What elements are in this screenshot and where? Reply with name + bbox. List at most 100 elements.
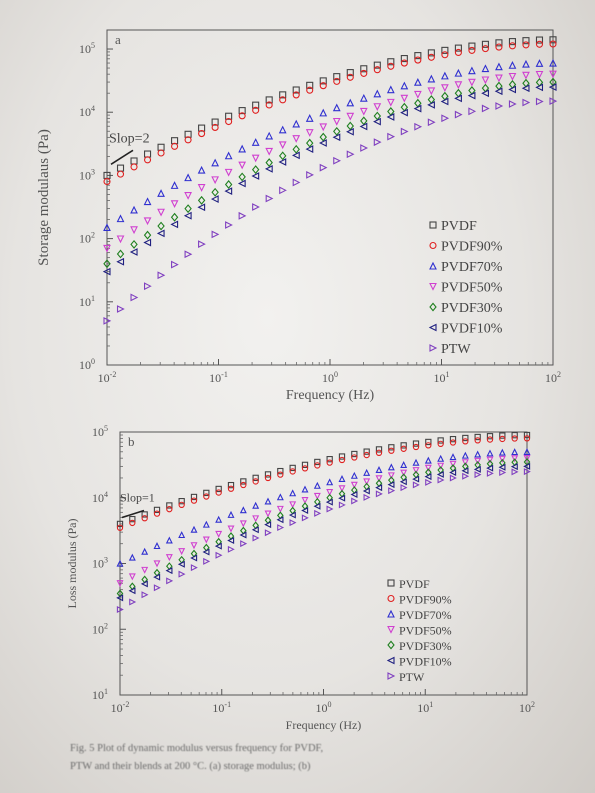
data-point: [338, 456, 346, 464]
data-point: [424, 456, 432, 464]
data-point: [486, 456, 494, 464]
series-PVDF90%: [103, 40, 557, 186]
data-point: [454, 48, 462, 57]
data-point: [425, 478, 433, 486]
data-point: [462, 434, 469, 442]
data-point: [264, 474, 272, 482]
data-point: [449, 439, 457, 446]
data-point: [301, 507, 309, 515]
x-tick-label: 100: [316, 700, 332, 715]
x-tick-exp: 1: [446, 370, 450, 379]
legend-marker: [429, 261, 437, 270]
data-point: [549, 97, 558, 105]
data-point: [130, 205, 138, 214]
data-point: [190, 564, 198, 572]
data-point: [412, 481, 420, 489]
data-point: [350, 481, 358, 489]
data-point: [305, 145, 314, 153]
data-point: [292, 91, 300, 99]
data-point: [481, 76, 490, 85]
x-axis-label: Frequency (Hz): [286, 718, 362, 732]
data-point: [549, 58, 557, 67]
data-point: [116, 235, 125, 244]
data-point: [157, 271, 166, 280]
data-point: [202, 548, 210, 556]
data-point: [511, 432, 518, 439]
data-point: [183, 211, 192, 220]
data-point: [346, 121, 354, 131]
y-tick-exp: 1: [104, 687, 108, 696]
data-point: [157, 189, 165, 197]
data-point: [481, 104, 490, 113]
data-point: [387, 132, 396, 141]
data-point: [387, 463, 395, 471]
x-tick-label: 100: [322, 370, 338, 385]
data-point: [425, 442, 432, 449]
data-point: [346, 112, 355, 121]
data-point: [239, 531, 247, 539]
data-point: [440, 97, 449, 106]
data-point: [449, 460, 457, 468]
legend: PVDF PVDF90% PVDF70% PVDF50% PVDF30% PVDF10% P…: [428, 219, 503, 357]
data-point: [338, 453, 346, 460]
data-point: [481, 40, 489, 48]
caption-line-1: Fig. 5 Plot of dynamic modulus versus fr…: [70, 743, 324, 754]
legend-marker: [387, 672, 396, 680]
data-point: [360, 65, 368, 73]
data-point: [332, 103, 341, 112]
legend-item: PVDF90%: [387, 593, 452, 607]
data-point: [211, 158, 220, 167]
data-point: [319, 77, 327, 85]
data-point: [210, 195, 219, 203]
data-point: [441, 114, 450, 123]
data-point: [440, 84, 449, 92]
data-point: [414, 122, 423, 131]
chart-panel-b: 10-2 10-1 100 101 102101102103104105Frequenc…: [65, 424, 535, 732]
data-point: [227, 537, 235, 544]
data-point: [227, 485, 235, 492]
data-point: [165, 536, 173, 544]
data-point: [227, 545, 235, 553]
x-tick-base: 10: [545, 371, 557, 385]
chart-panel-a: 10-2 10-1 100 101 102100101102103104105Frequ…: [36, 29, 561, 403]
x-tick-label: 10-1: [212, 700, 231, 715]
y-tick-exp: 5: [104, 424, 108, 433]
data-point: [116, 605, 124, 613]
data-point: [129, 519, 136, 527]
x-tick-base: 10: [98, 371, 110, 385]
data-point: [227, 510, 235, 518]
data-point: [399, 478, 407, 486]
data-point: [373, 103, 382, 111]
data-point: [510, 463, 518, 471]
data-point: [306, 86, 314, 94]
x-tick-exp: -1: [224, 700, 231, 709]
data-point: [535, 83, 544, 92]
data-point: [437, 437, 444, 444]
data-point: [522, 59, 530, 68]
data-point: [436, 470, 444, 478]
data-point: [495, 62, 503, 71]
data-point: [508, 72, 517, 81]
data-point: [240, 478, 247, 485]
data-point: [338, 474, 346, 482]
data-point: [498, 455, 506, 463]
data-point: [224, 151, 233, 160]
data-point: [400, 445, 407, 452]
x-tick-exp: 0: [334, 370, 338, 379]
data-point: [535, 36, 544, 44]
data-point: [116, 214, 125, 223]
data-point: [178, 501, 185, 509]
data-point: [301, 485, 309, 493]
data-point: [153, 506, 161, 514]
data-point: [454, 110, 463, 119]
data-point: [461, 451, 469, 459]
x-tick-exp: 0: [328, 700, 332, 709]
data-point: [412, 443, 420, 451]
y-tick-exp: 4: [91, 104, 95, 113]
slope-line: [121, 509, 145, 519]
data-point: [359, 107, 368, 116]
data-point: [363, 448, 370, 455]
data-point: [202, 536, 210, 544]
data-point: [301, 465, 309, 472]
x-tick-base: 10: [417, 701, 429, 715]
